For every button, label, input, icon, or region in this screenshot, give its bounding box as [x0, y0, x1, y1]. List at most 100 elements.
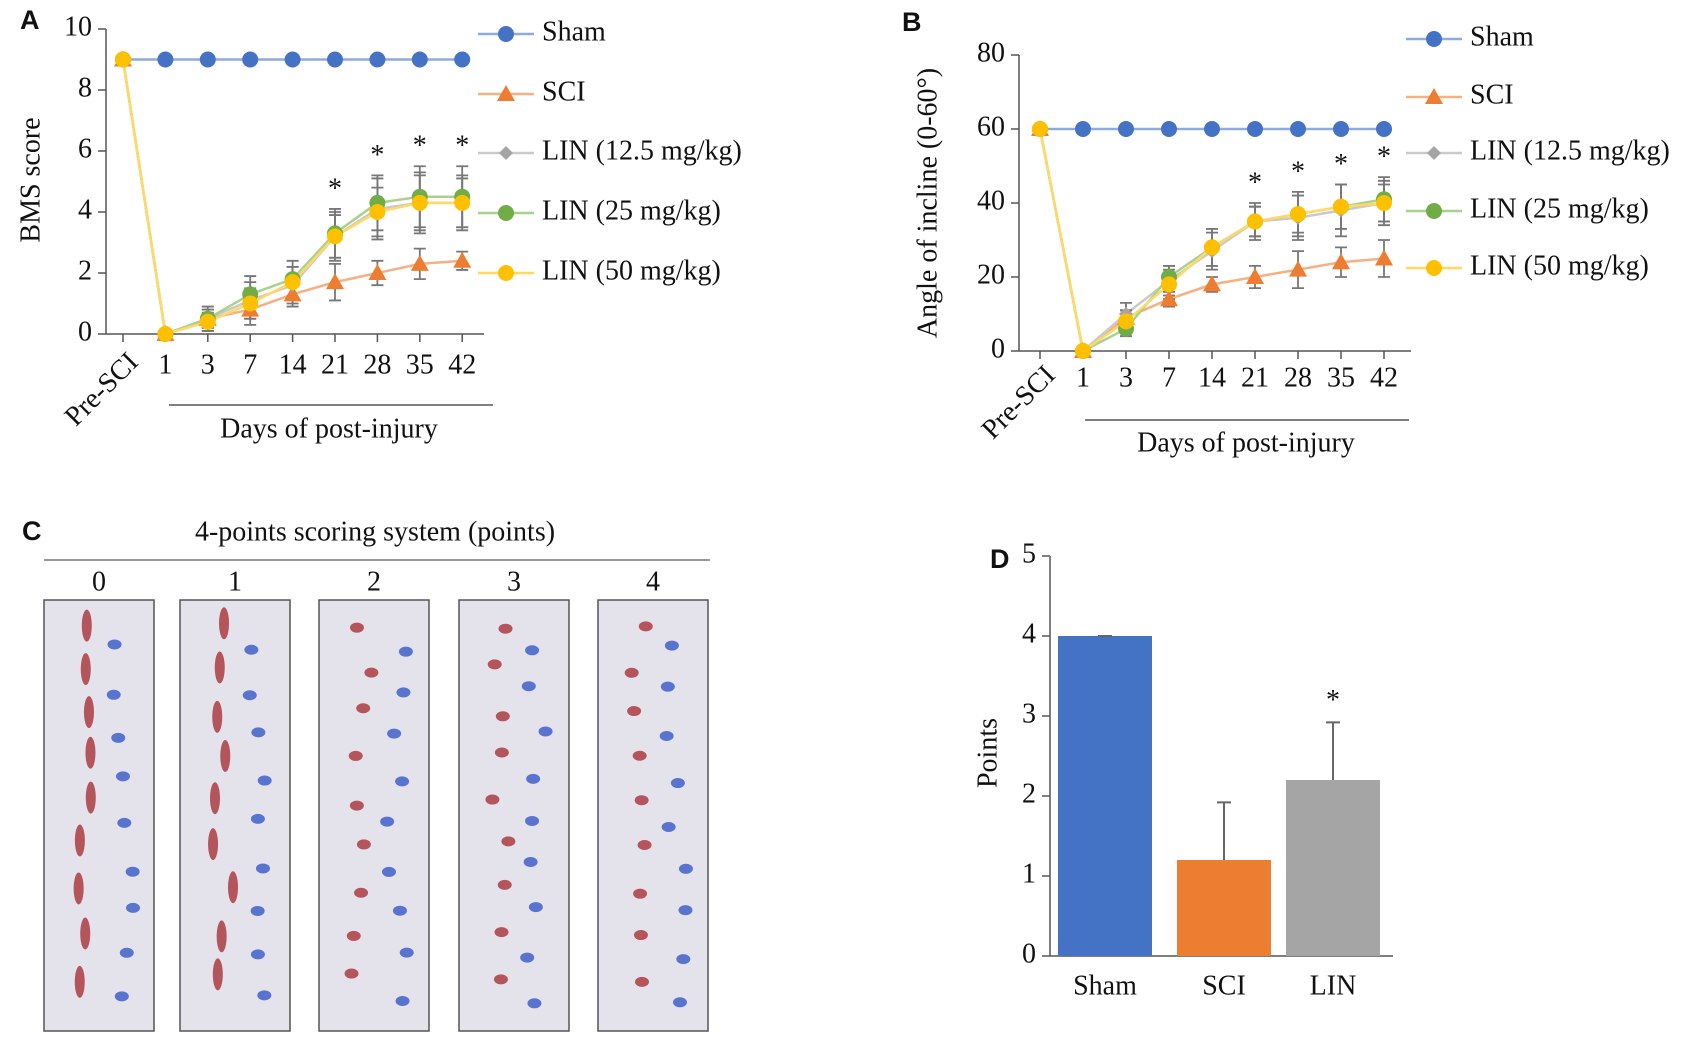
footprint	[396, 687, 411, 698]
x-tick-label: 21	[1241, 362, 1269, 393]
error-bar	[1217, 801, 1231, 860]
footprint	[520, 952, 535, 963]
score-label: 1	[228, 566, 242, 597]
marker	[1427, 146, 1441, 160]
marker	[1425, 88, 1443, 104]
marker	[411, 51, 428, 68]
marker	[368, 264, 387, 280]
x-tick-label: 1	[1076, 362, 1090, 393]
y-tick-label: 0	[1022, 938, 1036, 969]
footprint	[485, 794, 500, 805]
footprint	[228, 871, 239, 904]
footprint	[661, 821, 676, 832]
marker	[1203, 275, 1221, 292]
footprint	[670, 778, 685, 789]
marker	[1426, 260, 1442, 276]
bar	[1058, 636, 1152, 956]
marker	[497, 85, 515, 101]
footprint	[114, 991, 129, 1002]
x-tick-label: 42	[448, 349, 476, 380]
marker	[199, 313, 216, 330]
error-bar	[1326, 721, 1340, 780]
marker	[1246, 268, 1264, 284]
marker	[498, 265, 514, 281]
footprint	[637, 839, 652, 850]
panel-letter: D	[990, 544, 1010, 574]
footprint	[346, 930, 361, 941]
marker	[1161, 121, 1177, 137]
marker	[369, 51, 386, 68]
footprint	[80, 917, 91, 950]
x-tick-label: 42	[1370, 362, 1398, 393]
y-tick-label: 3	[1022, 698, 1036, 729]
bar	[1177, 860, 1271, 956]
footprint-strip	[179, 599, 291, 1032]
x-tick-label: 28	[363, 349, 391, 380]
x-tick-label: 14	[1198, 362, 1226, 393]
marker	[115, 51, 131, 68]
marker	[199, 51, 216, 68]
footprint	[525, 815, 540, 826]
footprint	[525, 645, 540, 656]
marker	[369, 204, 386, 220]
footprint	[219, 607, 230, 640]
footprint	[250, 905, 265, 916]
marker	[1375, 249, 1393, 266]
y-tick-label: 2	[1022, 778, 1036, 809]
marker	[157, 326, 174, 342]
footprint-strip	[43, 599, 155, 1032]
score-label: 0	[92, 566, 106, 597]
footprint	[395, 995, 410, 1006]
x-tick-label: LIN	[1310, 970, 1357, 1001]
y-tick-label: 0	[78, 316, 92, 347]
marker	[1118, 121, 1134, 137]
marker	[411, 194, 428, 211]
legend-label: LIN (25 mg/kg)	[1470, 193, 1649, 224]
x-tick-label: 7	[1162, 362, 1176, 393]
x-tick-label: Pre-SCI	[59, 347, 145, 433]
x-tick-label: 1	[158, 349, 172, 380]
footprint	[495, 711, 510, 722]
footprint	[487, 659, 502, 670]
y-tick-label: 2	[78, 255, 92, 286]
significance: *	[1334, 149, 1348, 180]
footprint	[672, 997, 687, 1008]
footprint	[251, 727, 266, 738]
legend-label: Sham	[542, 16, 606, 47]
x-tick-label: 35	[406, 349, 434, 380]
footprint	[85, 781, 96, 814]
footprint	[126, 902, 141, 913]
footprint	[257, 775, 272, 786]
footprint	[85, 736, 96, 769]
footprint	[117, 817, 132, 828]
footprint	[527, 998, 542, 1009]
marker	[1204, 239, 1220, 256]
y-tick-label: 6	[78, 133, 92, 164]
footprint	[494, 927, 509, 938]
footprint	[399, 947, 414, 958]
marker	[1289, 260, 1307, 277]
y-tick-label: 5	[1022, 538, 1036, 569]
footprint	[212, 958, 223, 991]
x-axis-label: Days of post-injury	[1137, 427, 1355, 458]
footprint	[494, 747, 509, 758]
footprint	[83, 696, 94, 729]
significance: *	[455, 131, 469, 162]
marker	[242, 51, 259, 68]
footprint	[106, 689, 121, 700]
footprint	[212, 700, 223, 733]
footprint	[678, 905, 693, 916]
marker	[1290, 206, 1306, 223]
score-label: 2	[367, 566, 381, 597]
marker	[1204, 121, 1220, 137]
significance: *	[328, 173, 342, 204]
marker	[453, 251, 472, 268]
y-axis-label: Points	[972, 718, 1003, 788]
footprint	[659, 731, 674, 742]
significance: *	[1248, 167, 1262, 198]
marker	[1333, 121, 1349, 137]
footprint	[528, 902, 543, 913]
marker	[498, 26, 514, 42]
y-axis-label: Angle of incline (0-60°)	[912, 68, 943, 338]
